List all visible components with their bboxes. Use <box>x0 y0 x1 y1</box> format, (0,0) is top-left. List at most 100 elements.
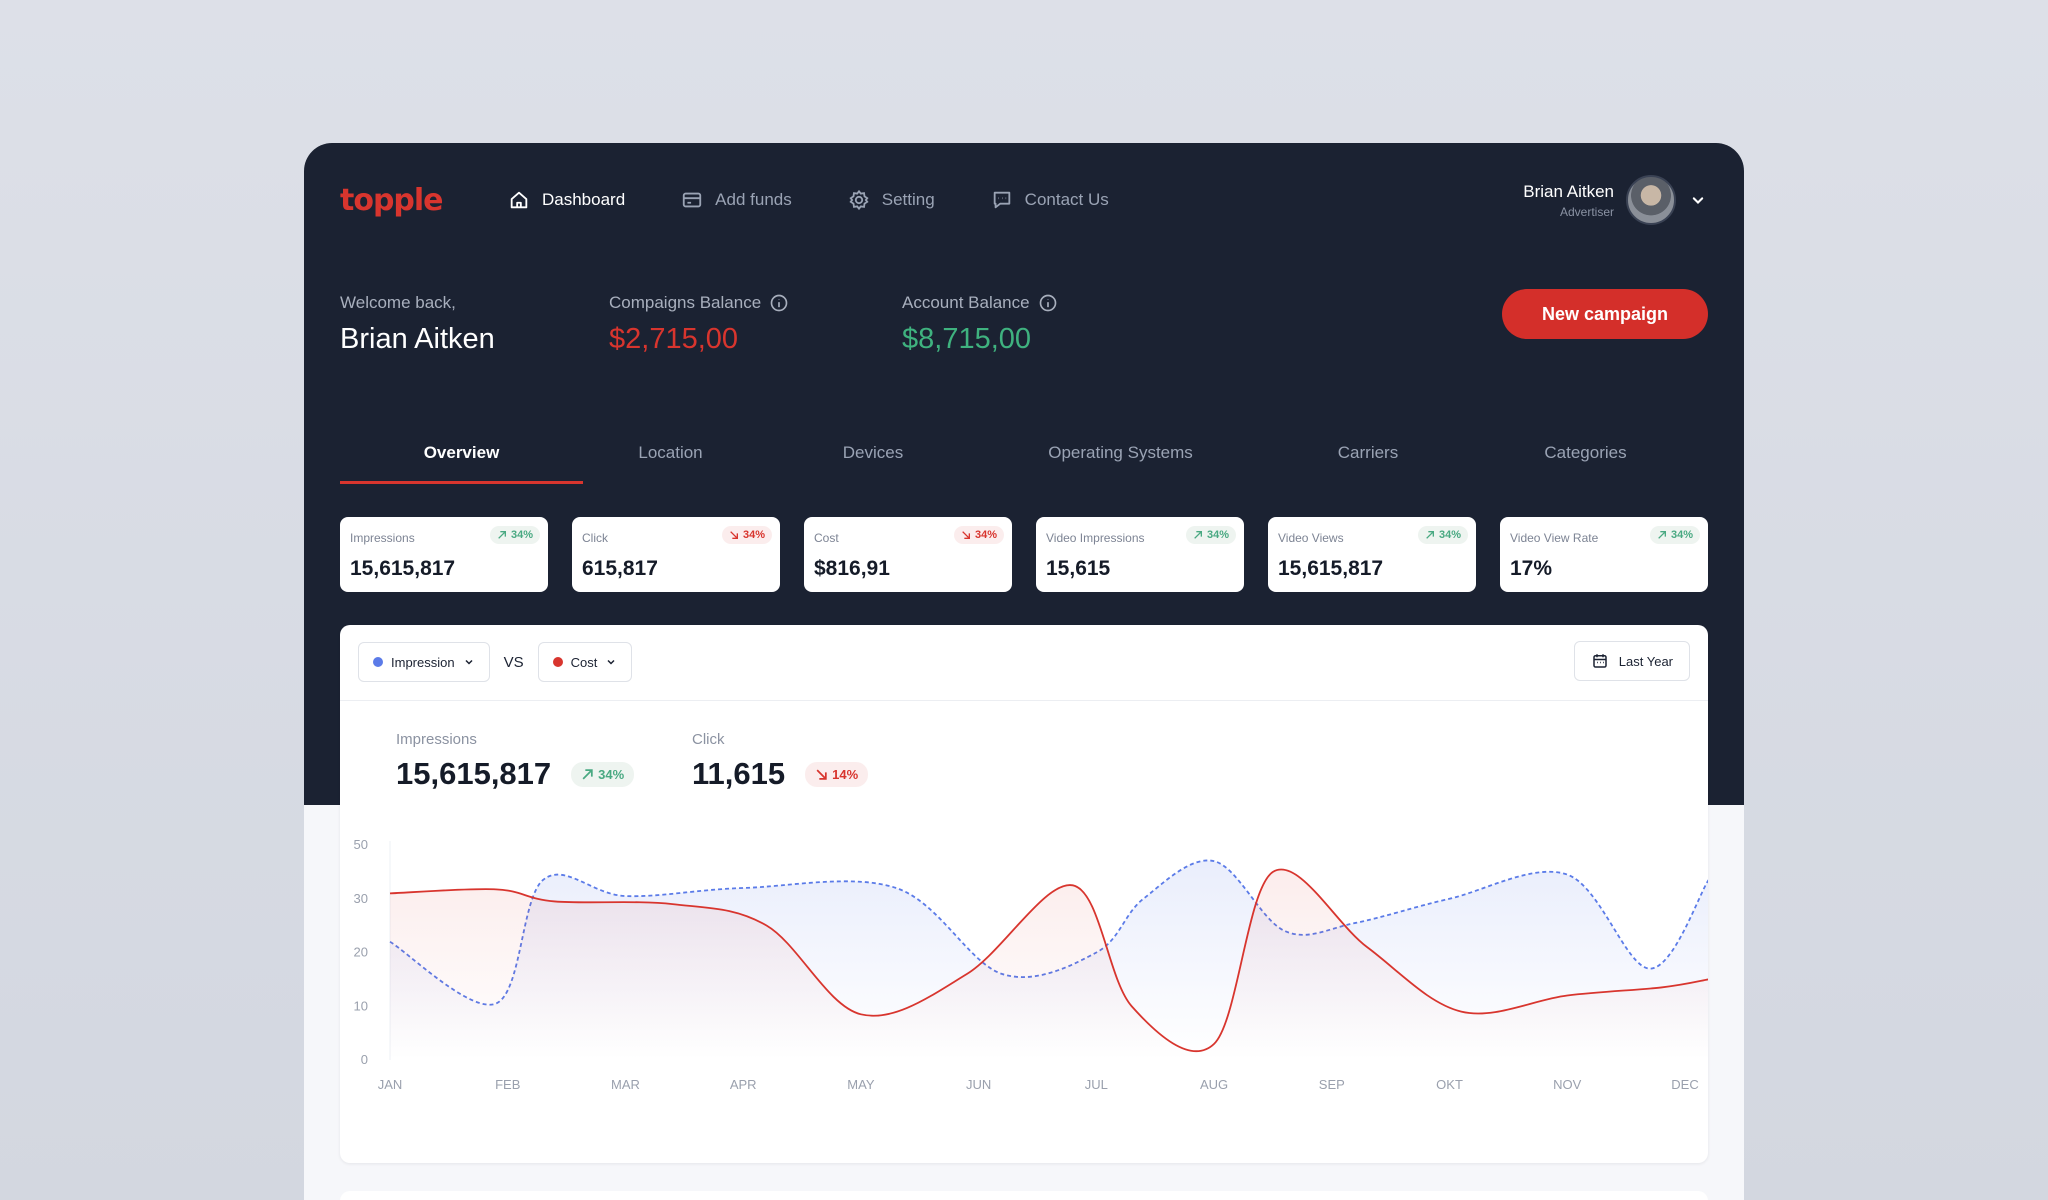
y-tick-label: 10 <box>354 998 368 1013</box>
stat-value: 15,615 <box>1046 557 1111 580</box>
metric-b-select[interactable]: Cost <box>537 642 633 682</box>
metric-a-select[interactable]: Impression <box>358 642 490 682</box>
stat-card-video-views[interactable]: Video Views 34% 15,615,817 <box>1268 517 1476 592</box>
trend-badge: 34% <box>721 526 772 544</box>
trend-badge: 34% <box>1185 526 1236 544</box>
info-icon[interactable] <box>769 293 789 313</box>
summary-value: 11,615 <box>692 756 786 791</box>
stat-change: 34% <box>1670 529 1693 541</box>
nav-setting[interactable]: Setting <box>848 189 935 211</box>
summary-row: 15,615,817 34% <box>396 756 635 792</box>
avatar[interactable] <box>1626 175 1676 225</box>
tab-categories[interactable]: Categories <box>1544 443 1627 462</box>
stat-card-video-impressions[interactable]: Video Impressions 34% 15,615 <box>1036 517 1244 592</box>
stat-label: Video Views <box>1278 531 1344 545</box>
stat-card-impressions[interactable]: Impressions 34% 15,615,817 <box>340 517 548 592</box>
x-tick-label: NOV <box>1553 1077 1582 1092</box>
user-menu[interactable]: Brian Aitken Advertiser <box>1523 175 1708 225</box>
tab-location[interactable]: Location <box>638 443 703 462</box>
summary-change: 14% <box>832 766 859 782</box>
arrow-up-right-icon <box>582 768 593 779</box>
tab-devices[interactable]: Devices <box>842 443 904 462</box>
impression-dot <box>373 657 383 667</box>
x-tick-label: DEC <box>1671 1077 1698 1092</box>
stat-change: 34% <box>1438 529 1461 541</box>
cost-area <box>390 869 1708 1060</box>
stat-card-cost[interactable]: Cost 34% $816,91 <box>804 517 1012 592</box>
welcome-block: Welcome back, Brian Aitken <box>340 293 495 356</box>
account-balance: Account Balance $8,715,00 <box>902 293 1058 356</box>
stat-card-video-view-rate[interactable]: Video View Rate 34% 17% <box>1500 517 1708 592</box>
welcome-greeting: Welcome back, <box>340 293 456 312</box>
stat-value: 615,817 <box>582 557 658 580</box>
summary-row: 11,615 14% <box>692 756 869 792</box>
tab-bar: Overview Location Devices Operating Syst… <box>340 443 1708 484</box>
x-tick-label: SEP <box>1319 1077 1345 1092</box>
stat-change: 34% <box>510 529 533 541</box>
nav-label: Setting <box>881 190 935 209</box>
nav-contact-us[interactable]: Contact Us <box>991 189 1109 211</box>
card-icon <box>683 192 702 208</box>
stat-label: Click <box>582 531 608 545</box>
stat-change: 34% <box>974 529 997 541</box>
date-range-label: Last Year <box>1618 653 1673 669</box>
user-role: Advertiser <box>1559 204 1614 219</box>
arrow-up-right-icon <box>1194 531 1202 539</box>
x-tick-label: OKT <box>1436 1077 1463 1092</box>
info-icon[interactable] <box>1038 293 1058 313</box>
new-campaign-button[interactable]: New campaign <box>1502 289 1708 339</box>
x-tick-label: APR <box>730 1077 757 1092</box>
nav-label: Add funds <box>715 190 792 209</box>
app-window: topple Dashboard Add funds Setting Conta… <box>304 143 1744 1200</box>
campaigns-balance-value: $2,715,00 <box>609 323 739 355</box>
chevron-down-icon <box>465 659 473 665</box>
tab-operating-systems[interactable]: Operating Systems <box>1048 443 1193 462</box>
date-range-button[interactable]: Last Year <box>1573 641 1690 681</box>
trend-badge: 14% <box>805 761 869 787</box>
vs-label: VS <box>503 653 524 671</box>
arrow-down-right-icon <box>962 531 970 539</box>
stat-value: 17% <box>1510 557 1553 580</box>
summary-impressions: Impressions 15,615,817 34% <box>396 731 635 792</box>
chart-card: Impression VS Cost Last Year Impressions… <box>340 625 1708 1163</box>
stat-card-click[interactable]: Click 34% 615,817 <box>572 517 780 592</box>
campaigns-balance-label: Compaigns Balance <box>609 293 762 312</box>
stat-label: Video View Rate <box>1510 531 1599 545</box>
nav-dashboard[interactable]: Dashboard <box>508 189 625 211</box>
summary-label: Impressions <box>396 731 477 748</box>
account-balance-label: Account Balance <box>902 293 1030 312</box>
chat-icon <box>993 191 1010 209</box>
cost-series-line <box>389 868 1708 1052</box>
nav-label: Contact Us <box>1024 190 1109 209</box>
trend-badge: 34% <box>953 526 1004 544</box>
arrow-up-right-icon <box>498 531 506 539</box>
x-tick-label: FEB <box>495 1077 520 1092</box>
divider <box>340 700 1708 701</box>
tab-carriers[interactable]: Carriers <box>1337 443 1399 462</box>
summary-value: 15,615,817 <box>396 756 552 791</box>
gear-icon <box>849 189 869 211</box>
nav-label: Dashboard <box>542 190 626 209</box>
nav-add-funds[interactable]: Add funds <box>681 189 792 211</box>
arrow-up-right-icon <box>1426 531 1434 539</box>
stat-label: Cost <box>814 531 839 545</box>
next-card-edge <box>340 1191 1708 1200</box>
logo[interactable]: topple <box>340 183 444 218</box>
tab-overview[interactable]: Overview <box>340 443 583 484</box>
account-balance-value: $8,715,00 <box>902 323 1032 355</box>
chart-controls: Impression VS Cost <box>358 642 633 682</box>
y-tick-label: 20 <box>354 945 368 960</box>
summary-label: Click <box>692 731 725 748</box>
arrow-up-right-icon <box>1658 531 1666 539</box>
campaigns-balance-label-row: Compaigns Balance <box>609 293 789 313</box>
stat-change: 34% <box>1206 529 1229 541</box>
x-tick-label: JUL <box>1085 1077 1108 1092</box>
stat-label: Impressions <box>350 531 415 545</box>
main-nav: Dashboard Add funds Setting Contact Us <box>508 189 1109 211</box>
x-tick-label: AUG <box>1200 1077 1228 1092</box>
account-balance-label-row: Account Balance <box>902 293 1058 313</box>
trend-badge: 34% <box>571 761 635 787</box>
chevron-down-icon[interactable] <box>1688 190 1708 210</box>
y-tick-label: 0 <box>361 1052 368 1067</box>
y-tick-label: 50 <box>354 837 368 852</box>
